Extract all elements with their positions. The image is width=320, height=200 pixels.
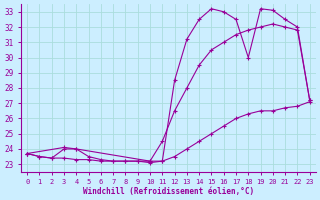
X-axis label: Windchill (Refroidissement éolien,°C): Windchill (Refroidissement éolien,°C) [83,187,254,196]
